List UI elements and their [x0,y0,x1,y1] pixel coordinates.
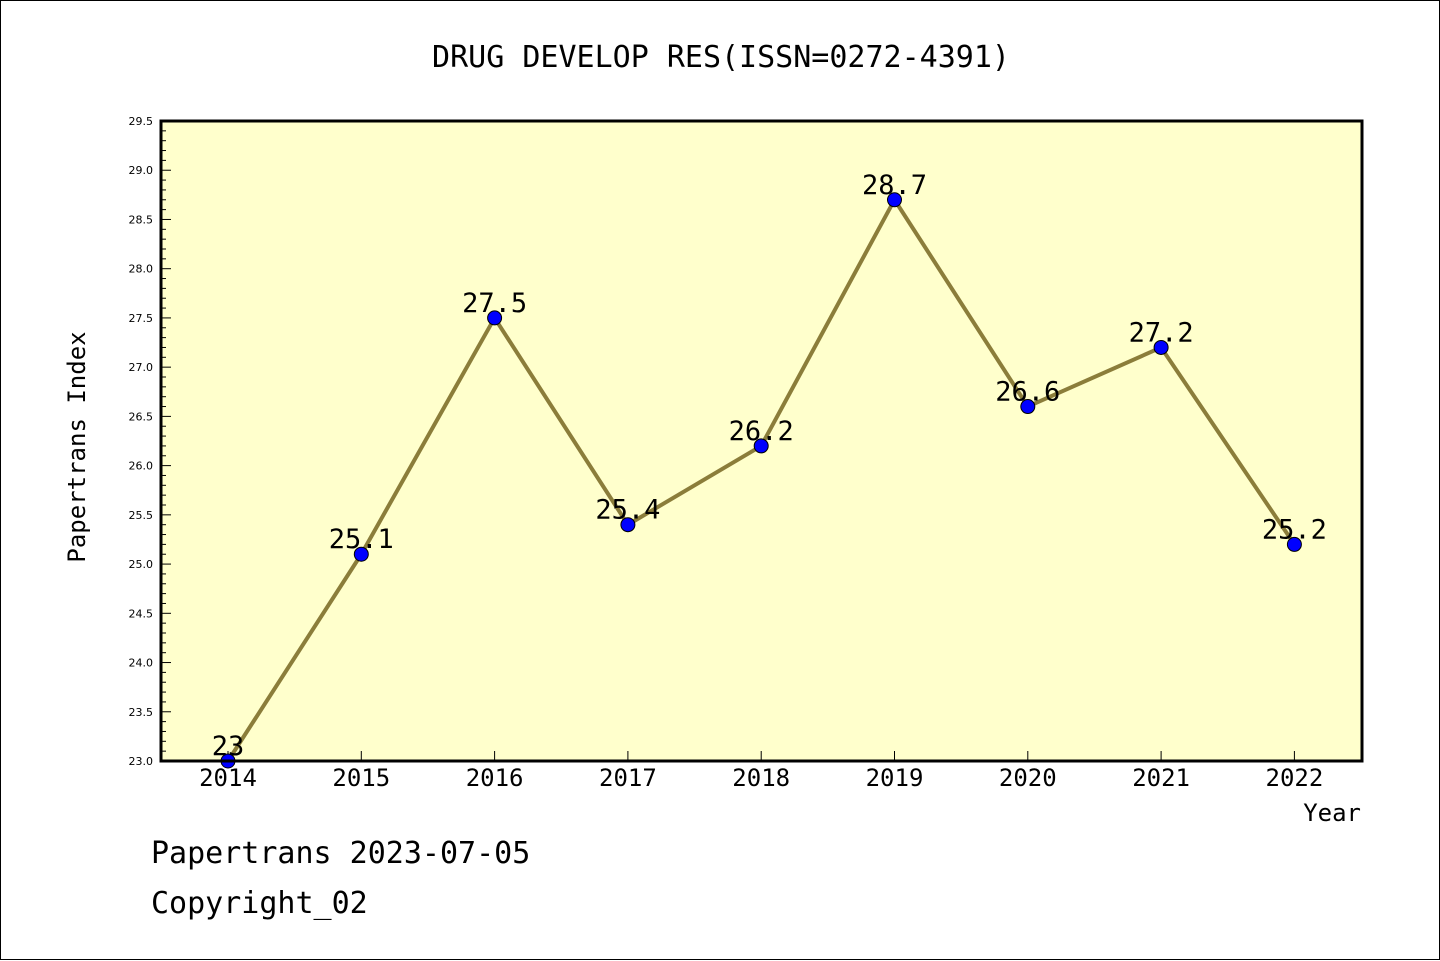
y-tick-label: 26.5 [129,410,154,423]
data-label: 23 [212,731,245,762]
y-tick-label: 24.5 [129,607,154,620]
y-tick-label: 25.0 [129,558,154,571]
y-tick-label: 25.5 [129,509,154,522]
y-tick-label: 24.0 [129,657,154,670]
y-tick-label: 27.5 [129,312,154,325]
data-label: 27.2 [1129,317,1194,348]
data-label: 27.5 [462,288,527,319]
x-tick-label: 2014 [199,764,257,792]
data-point [753,438,769,454]
y-tick-label: 28.0 [129,263,154,276]
data-point [1020,399,1036,415]
data-label: 26.6 [995,377,1060,408]
y-tick-label: 27.0 [129,361,154,374]
y-tick-label: 23.0 [129,755,154,768]
y-tick-label: 26.0 [129,460,154,473]
series-line: 23 25.1 27.5 25.4 26.2 28.7 26.6 27.2 25.2 [212,170,1327,769]
data-point [620,517,636,533]
x-tick-label: 2019 [866,764,924,792]
data-point [1286,536,1302,552]
y-tick-label: 23.5 [129,706,154,719]
data-point [887,192,902,208]
x-tick-label: 2022 [1266,764,1324,792]
x-axis-label: Year [1303,799,1361,827]
data-label: 25.2 [1262,514,1327,545]
y-axis: 23.0 23.5 24.0 24.5 25.0 25.5 26.0 26.5 27.0 27.5… [129,115,171,768]
x-tick-label: 2016 [466,764,524,792]
y-axis-label: Papertrans Index [63,331,91,562]
footer-date: Papertrans 2023-07-05 [151,836,531,871]
footer-copyright: Copyright_02 [151,886,368,921]
x-tick-label: 2017 [599,764,657,792]
chart-title: DRUG DEVELOP RES(ISSN=0272-4391) [432,40,1010,75]
x-axis: 2014 2015 2016 2017 2018 2019 2020 2021 2022 [199,751,1323,792]
data-point [487,310,503,326]
x-tick-label: 2021 [1132,764,1190,792]
plot-border [159,119,1364,763]
x-tick-label: 2020 [999,764,1057,792]
y-tick-label: 28.5 [129,213,154,226]
y-tick-label: 29.0 [129,164,154,177]
data-point [353,546,369,562]
data-point [1153,339,1169,355]
data-label: 25.4 [595,495,660,526]
x-tick-label: 2018 [732,764,790,792]
data-label: 28.7 [862,170,927,201]
y-tick-label: 29.5 [129,115,154,128]
data-label: 25.1 [329,524,394,555]
data-label: 26.2 [729,416,794,447]
x-tick-label: 2015 [332,764,390,792]
